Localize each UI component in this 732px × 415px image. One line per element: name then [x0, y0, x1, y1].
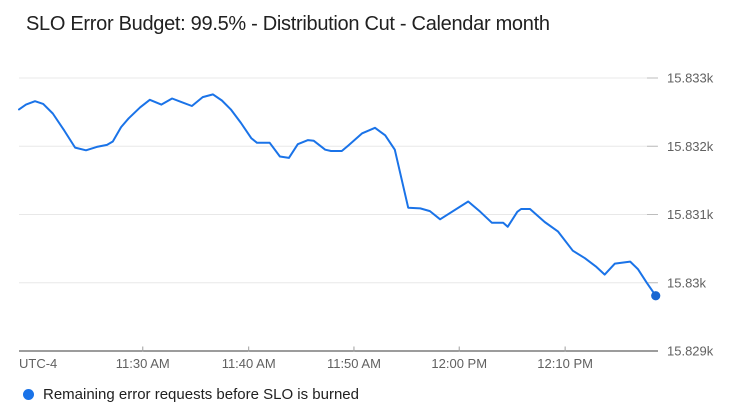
y-axis-tick-label: 15.832k	[667, 139, 714, 154]
x-axis-tick-label: 12:00 PM	[431, 356, 487, 371]
legend-label: Remaining error requests before SLO is b…	[43, 386, 359, 403]
x-axis-tick-label: 11:30 AM	[116, 356, 170, 371]
chart-title: SLO Error Budget: 99.5% - Distribution C…	[26, 13, 550, 35]
series-end-dot	[651, 291, 661, 301]
y-axis-tick-label: 15.83k	[667, 275, 707, 290]
x-axis-tick-label: 12:10 PM	[537, 356, 593, 371]
legend-dot-icon	[23, 389, 34, 400]
series-line	[18, 93, 657, 297]
legend-item[interactable]: Remaining error requests before SLO is b…	[23, 386, 359, 403]
y-axis-tick-label: 15.829k	[667, 344, 714, 359]
x-axis-tick-label: 11:50 AM	[327, 356, 381, 371]
x-axis-tick-label: 11:40 AM	[222, 356, 276, 371]
y-axis-tick-label: 15.833k	[667, 71, 714, 86]
utc-offset-label: UTC-4	[19, 356, 57, 371]
y-axis-tick-label: 15.831k	[667, 207, 714, 222]
